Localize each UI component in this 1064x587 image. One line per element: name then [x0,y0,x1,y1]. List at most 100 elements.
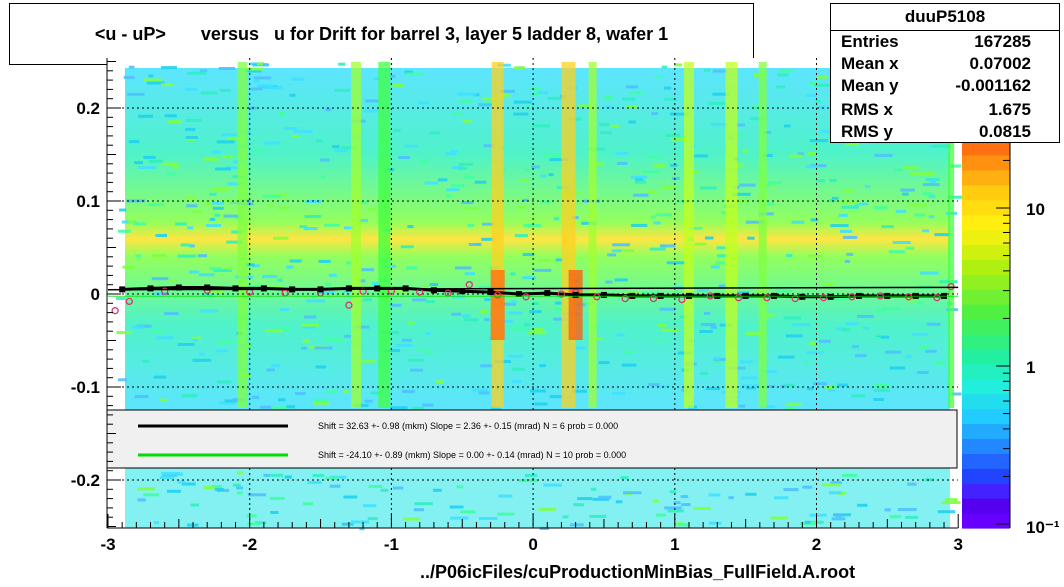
heat-cell [828,491,842,495]
y-tick-label: -0.2 [71,471,100,490]
heat-cell [653,221,661,225]
profile-marker-red [947,282,955,291]
heat-cell [947,195,966,199]
chart-title: <u - uP> versus u for Drift for barrel 3… [94,24,669,44]
heat-cell [478,103,493,107]
heat-cell [252,148,265,152]
heat-cell [553,317,569,321]
heat-column [948,62,955,408]
heat-cell [664,506,682,510]
heat-cell [227,182,243,186]
heat-cell [304,315,317,319]
heat-cell [857,314,874,318]
heat-cell [413,508,425,512]
heat-cell [523,323,531,327]
heat-cell [148,74,154,78]
heat-cell [251,264,260,268]
heat-cell [218,67,236,70]
heat-cell [259,405,272,409]
heat-cell [177,480,186,484]
heat-cell [840,200,860,204]
heat-cell [527,331,547,335]
heat-cell [745,220,764,224]
colorbar-segment [962,438,1010,454]
heat-cell [364,99,379,103]
heat-cell [451,184,465,188]
heat-cell [463,175,475,179]
heat-cell [498,302,516,306]
heat-cell [720,211,727,215]
heat-cell [543,483,562,487]
heat-cell [537,91,548,95]
heat-cell [529,310,542,314]
heat-cell [389,74,396,78]
heat-cell [457,166,468,170]
heat-cell [146,81,165,85]
heat-cell [325,476,339,480]
heat-cell [307,481,322,485]
heat-cell [497,63,511,67]
heat-cell [548,173,554,177]
heat-cell [343,390,349,394]
profile-marker-black [572,291,579,298]
heat-cell [284,475,292,479]
heat-cell [783,124,791,128]
heat-cell [785,334,803,338]
heat-cell [530,389,546,393]
heat-cell [460,510,476,514]
heat-cell [416,348,423,352]
heat-cell [632,193,649,197]
stats-value: 0.07002 [969,54,1031,73]
heat-cell [286,265,294,269]
heat-cell [128,220,136,224]
heat-cell [937,510,956,514]
x-tick-label: 1 [670,535,679,554]
heat-cell [498,93,510,97]
heat-cell [553,217,559,221]
heat-cell [389,303,402,307]
heat-hotspot [568,270,583,340]
stats-row-rms-x: RMS x 1.675 [841,100,1031,122]
stats-value: 0.0815 [979,122,1031,141]
heat-cell [807,152,817,156]
heat-cell [257,84,273,88]
colorbar-tick-label: 10⁻¹ [1026,518,1060,537]
stats-row-mean-y: Mean y -0.001162 [841,76,1031,98]
heat-cell [457,92,477,96]
profile-marker-black [260,285,267,292]
stats-value: -0.001162 [955,76,1031,95]
heat-cell [217,340,234,344]
colorbar-segment [962,453,1010,469]
heat-cell [774,496,789,500]
colorbar-segment [962,169,1010,186]
heat-cell [661,328,680,332]
profile-marker-red [621,294,629,303]
heat-cell [251,87,263,91]
heat-cell [522,276,536,280]
heat-cell [889,515,901,519]
heat-cell [648,383,660,387]
profile-marker-red [494,291,502,299]
heat-cell [837,492,846,496]
heat-cell [361,359,376,363]
heat-cell [623,350,635,354]
heat-cell [253,79,260,83]
heat-cell [185,87,198,91]
heat-cell [177,254,197,258]
heat-cell [206,224,222,227]
heat-cell [368,207,376,211]
heat-cell [831,297,848,301]
heat-cell [745,492,757,496]
heat-cell [312,474,325,477]
heat-cell [135,254,142,258]
heat-cell [383,349,401,353]
heat-cell [626,105,638,109]
heat-cell [186,204,198,208]
heat-cell [736,163,744,167]
x-tick-label: 0 [528,535,537,554]
heat-cell [919,345,930,349]
fit-legend-text: Shift = -24.10 +- 0.89 (mkm) Slope = 0.0… [318,450,626,460]
heat-cell [732,192,751,196]
heat-cell [747,236,755,240]
heat-cell [737,133,745,137]
